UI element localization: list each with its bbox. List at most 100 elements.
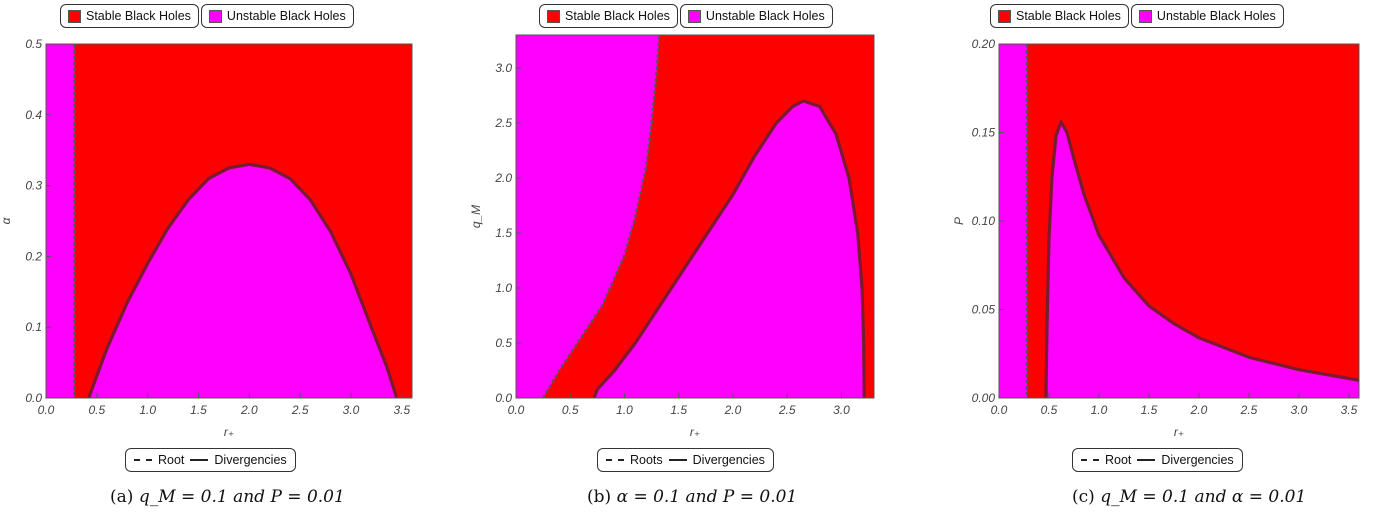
line-legend-divergence-label: Divergencies: [214, 453, 287, 467]
solid-line-icon: [668, 459, 687, 461]
chart-c: 0.0 0.5 1.0 1.5 2.0 2.5 3.0 3.5 0.00 0.05 0.10 0.15…: [952, 37, 1360, 439]
x-tick-label: 3.5: [393, 403, 410, 417]
legend-unstable-label: Unstable Black Holes: [1156, 9, 1276, 23]
divergence-line: [592, 99, 866, 398]
legend-unstable-a: Unstable Black Holes: [200, 4, 354, 28]
x-tick-label: 2.0: [1190, 403, 1208, 417]
solid-line-icon: [1137, 459, 1156, 461]
unstable-swatch-icon: [687, 9, 701, 23]
x-axis-label: r₊: [224, 425, 234, 439]
legend-unstable-label: Unstable Black Holes: [705, 9, 825, 23]
y-tick-label: 0.2: [25, 249, 42, 263]
y-tick-label: 0.0: [25, 391, 42, 405]
y-tick-label: 0.3: [25, 179, 42, 193]
unstable-swatch-icon: [208, 9, 222, 23]
unstable-region-divergence: [594, 101, 865, 398]
stable-swatch-icon: [547, 9, 560, 23]
y-tick-label: 0.4: [25, 108, 42, 122]
x-tick-label: 3.0: [833, 403, 850, 417]
line-legend-a: Root Divergencies: [125, 448, 296, 472]
chart-panel-a: Stable Black Holes Unstable Black Holes …: [0, 0, 462, 522]
y-axis-label: q_M: [469, 205, 483, 228]
legend-stable-a: Stable Black Holes: [60, 4, 199, 28]
unstable-region-left: [516, 35, 660, 398]
y-tick-label: 2.0: [494, 171, 512, 185]
x-tick-label: 0.0: [991, 403, 1008, 417]
line-legend-root-label: Root: [158, 453, 185, 467]
stable-swatch-icon: [68, 9, 81, 23]
y-tick-label: 1.0: [495, 281, 512, 295]
region-legend-b: Stable Black Holes Unstable Black Holes: [539, 4, 833, 28]
plot-frame: [515, 34, 875, 399]
unstable-swatch-icon: [1138, 9, 1152, 23]
y-tick-label: 0.20: [972, 37, 996, 51]
x-tick-label: 3.5: [1341, 403, 1358, 417]
x-tick-label: 2.0: [240, 403, 258, 417]
x-tick-label: 1.5: [1141, 403, 1158, 417]
divergence-line: [87, 162, 399, 398]
unstable-region-divergence: [88, 164, 397, 398]
plot-area: [516, 35, 874, 398]
x-tick-label: 1.0: [139, 403, 156, 417]
plot-area: [46, 44, 412, 398]
x-tick-label: 2.0: [724, 403, 742, 417]
chart-a: 0.0 0.5 1.0 1.5 2.0 2.5 3.0 3.5 0.0 0.1 0.2 0.3 0.4 0…: [0, 37, 413, 439]
caption-c: (c) q_M = 0.1 and α = 0.01: [1072, 487, 1307, 507]
region-legend-a: Stable Black Holes Unstable Black Holes: [60, 4, 354, 28]
y-tick-label: 0.05: [972, 303, 996, 317]
x-tick-label: 2.5: [1240, 403, 1258, 417]
x-tick-label: 2.5: [291, 403, 309, 417]
stable-swatch-icon: [998, 9, 1011, 23]
caption-b: (b) α = 0.1 and P = 0.01: [587, 487, 798, 507]
y-tick-label: 0.10: [972, 214, 996, 228]
dashed-line-icon: [606, 459, 624, 461]
line-legend-root-label: Root: [1105, 453, 1132, 467]
solid-line-icon: [190, 459, 209, 461]
chart-b: 0.0 0.5 1.0 1.5 2.0 2.5 3.0 0.0 0.5 1.0 1.5 2.0 2.5 3…: [469, 34, 875, 439]
x-tick-label: 1.0: [1091, 403, 1108, 417]
line-legend-c: Root Divergencies: [1072, 448, 1243, 472]
y-tick-label: 2.5: [494, 116, 512, 130]
x-tick-label: 2.5: [778, 403, 796, 417]
x-axis-label: r₊: [1174, 425, 1184, 439]
y-axis-label: P: [952, 217, 966, 225]
y-tick-label: 0.0: [495, 391, 512, 405]
y-tick-label: 0.00: [972, 391, 996, 405]
x-tick-label: 3.0: [1291, 403, 1308, 417]
x-axis-label: r₊: [690, 425, 700, 439]
unstable-region-divergence: [1046, 121, 1359, 398]
y-tick-label: 0.1: [25, 320, 42, 334]
legend-unstable-b: Unstable Black Holes: [679, 4, 833, 28]
y-tick-label: 0.5: [495, 336, 512, 350]
y-tick-label: 1.5: [495, 226, 512, 240]
x-tick-label: 1.5: [670, 403, 687, 417]
legend-stable-label: Stable Black Holes: [1016, 9, 1121, 23]
caption-a: (a) q_M = 0.1 and P = 0.01: [110, 487, 345, 507]
plot-area: [999, 44, 1359, 398]
line-legend-divergence-label: Divergencies: [1161, 453, 1234, 467]
x-tick-label: 0.5: [1041, 403, 1058, 417]
divergence-line: [1044, 120, 1359, 398]
x-tick-label: 3.0: [343, 403, 360, 417]
legend-stable-label: Stable Black Holes: [86, 9, 191, 23]
legend-stable-b: Stable Black Holes: [539, 4, 678, 28]
line-legend-divergence-label: Divergencies: [692, 453, 765, 467]
y-axis-label: α: [0, 216, 13, 224]
legend-stable-label: Stable Black Holes: [565, 9, 670, 23]
y-tick-label: 0.15: [972, 126, 996, 140]
legend-unstable-label: Unstable Black Holes: [226, 9, 346, 23]
ticks: 0.0 0.5 1.0 1.5 2.0 2.5 3.0 3.5 0.0 0.1 0.2 0.3 0.4 0…: [25, 37, 410, 417]
chart-panel-c: Stable Black Holes Unstable Black Holes …: [926, 0, 1388, 522]
ticks: 0.0 0.5 1.0 1.5 2.0 2.5 3.0 3.5 0.00 0.05 0.10 0.15…: [972, 37, 1358, 417]
legend-stable-c: Stable Black Holes: [990, 4, 1129, 28]
line-legend-roots-label: Roots: [630, 453, 663, 467]
ticks: 0.0 0.5 1.0 1.5 2.0 2.5 3.0 0.0 0.5 1.0 1.5 2.0 2.5 3…: [494, 61, 850, 417]
legend-unstable-c: Unstable Black Holes: [1130, 4, 1284, 28]
region-legend-c: Stable Black Holes Unstable Black Holes: [990, 4, 1284, 28]
x-tick-label: 0.0: [508, 403, 525, 417]
x-tick-label: 0.5: [562, 403, 579, 417]
x-tick-label: 0.5: [88, 403, 105, 417]
dashed-line-icon: [134, 459, 152, 461]
x-tick-label: 0.0: [38, 403, 55, 417]
x-tick-label: 1.0: [616, 403, 633, 417]
